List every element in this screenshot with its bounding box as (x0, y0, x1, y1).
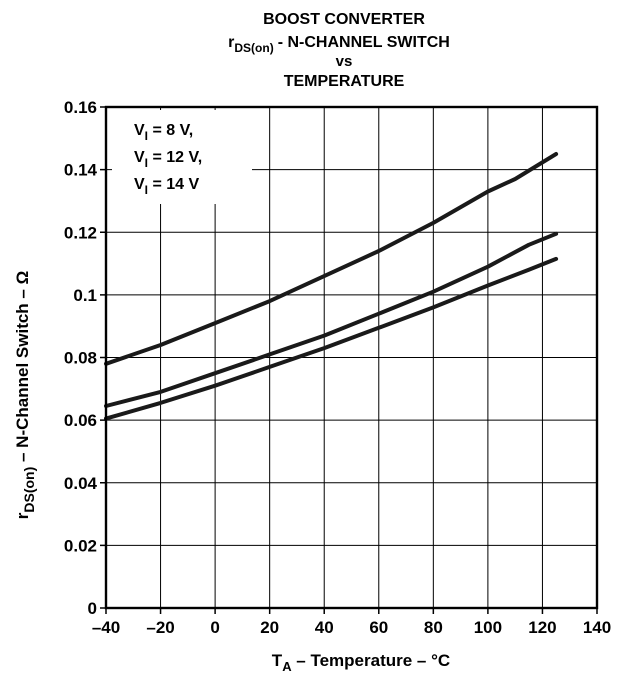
y-tick-label-2: 0.04 (64, 474, 98, 493)
x-tick-label-0: –40 (92, 618, 120, 637)
y-tick-label-3: 0.06 (64, 411, 97, 430)
y-tick-label-5: 0.1 (73, 286, 97, 305)
x-tick-label-8: 120 (528, 618, 556, 637)
x-tick-label-9: 140 (583, 618, 611, 637)
x-tick-label-6: 80 (424, 618, 443, 637)
x-tick-label-1: –20 (146, 618, 174, 637)
legend: VI = 8 V, VI = 12 V, VI = 14 V (112, 110, 252, 204)
series-line-3 (104, 256, 559, 421)
title-line-2: rDS(on) - N-CHANNEL SWITCH (228, 34, 450, 55)
y-tick-label-8: 0.16 (64, 98, 97, 117)
y-axis-ticks: 0 0.02 0.04 0.06 0.08 0.1 0.12 0.14 0.16 (64, 98, 106, 618)
chart-title: BOOST CONVERTER rDS(on) - N-CHANNEL SWITC… (228, 11, 450, 90)
legend-entry-3: VI = 14 V (134, 176, 199, 197)
x-tick-label-7: 100 (474, 618, 502, 637)
series-layer (104, 152, 559, 421)
legend-entry-2: VI = 12 V, (134, 149, 202, 170)
title-line-2-text: - N-CHANNEL SWITCH (278, 34, 450, 51)
y-tick-label-4: 0.08 (64, 349, 97, 368)
x-tick-label-3: 20 (260, 618, 279, 637)
y-axis-label: rDS(on) – N-Channel Switch – Ω (13, 271, 37, 519)
y-tick-label-7: 0.14 (64, 161, 98, 180)
legend-background (112, 110, 252, 204)
title-line-4: TEMPERATURE (284, 73, 405, 90)
y-tick-label-1: 0.02 (64, 536, 97, 555)
title-line-3: vs (336, 53, 353, 70)
title-line-1: BOOST CONVERTER (263, 11, 425, 28)
series-line-2 (104, 231, 559, 408)
x-axis-label: TA – Temperature – °C (272, 651, 450, 674)
legend-entry-1: VI = 8 V, (134, 122, 193, 143)
x-tick-label-2: 0 (210, 618, 219, 637)
x-tick-label-4: 40 (315, 618, 334, 637)
x-tick-label-5: 60 (369, 618, 388, 637)
y-tick-label-6: 0.12 (64, 223, 97, 242)
series-line-1 (104, 152, 559, 366)
y-tick-label-0: 0 (88, 599, 97, 618)
x-axis-ticks: –40 –20 0 20 40 60 80 100 120 140 (92, 608, 611, 637)
title-symbol: r (228, 34, 234, 51)
title-symbol-subscript: DS(on) (234, 41, 273, 55)
